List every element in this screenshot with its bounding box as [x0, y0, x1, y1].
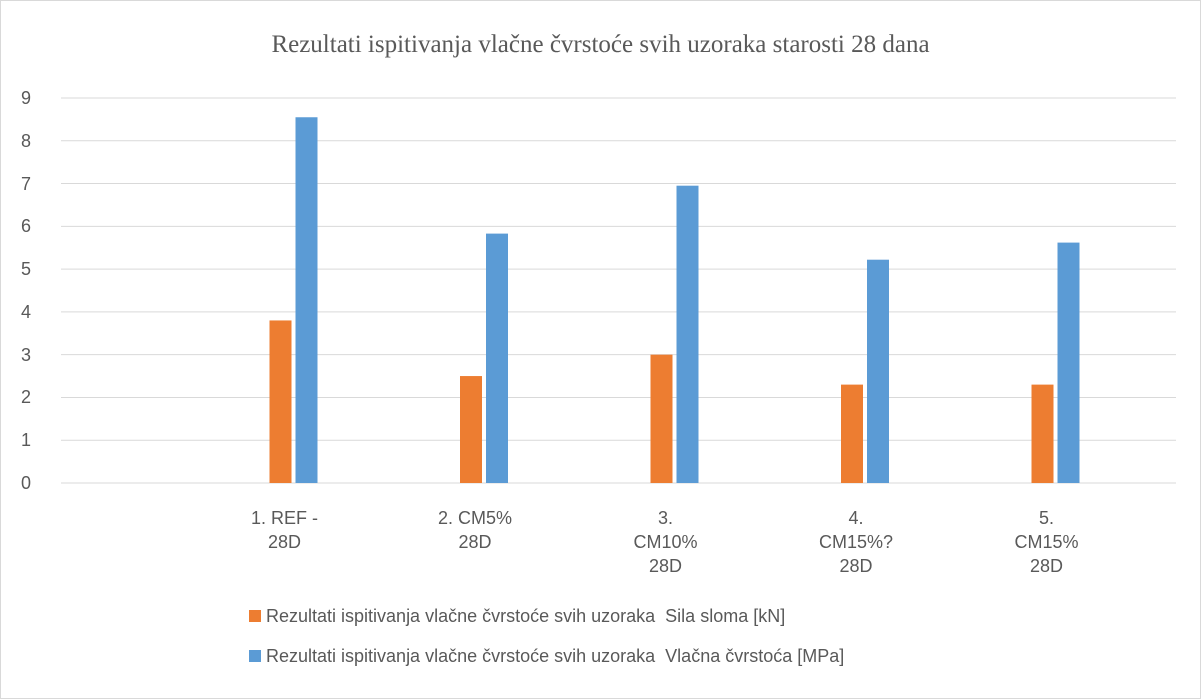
bar	[1031, 384, 1054, 483]
y-tick-label: 4	[21, 301, 32, 322]
legend-swatch	[249, 610, 261, 622]
x-tick-label: 1. REF - 28D	[250, 508, 318, 552]
y-tick-label: 8	[21, 130, 32, 151]
y-tick-label: 5	[21, 259, 32, 280]
y-tick-label: 1	[21, 430, 32, 451]
bar	[1057, 242, 1080, 483]
bar	[867, 259, 889, 483]
bar	[460, 376, 482, 483]
x-tick-label: 4. CM15%? 28D	[818, 508, 894, 576]
y-tick-label: 9	[21, 88, 32, 108]
bar	[269, 320, 292, 483]
bar	[650, 354, 673, 483]
y-tick-label: 3	[21, 344, 32, 365]
x-tick-label: 5. CM15% 28D	[1014, 508, 1079, 576]
legend-label: Rezultati ispitivanja vlačne čvrstoće sv…	[266, 606, 786, 626]
legend-swatch	[249, 650, 261, 662]
bar	[676, 185, 699, 483]
y-tick-label: 7	[21, 173, 32, 194]
bar	[841, 384, 863, 483]
y-tick-label: 2	[21, 387, 32, 408]
x-tick-label: 2. CM5% 28D	[437, 508, 513, 552]
y-tick-label: 6	[21, 216, 32, 237]
x-tick-label: 3. CM10% 28D	[633, 508, 698, 576]
y-tick-label: 0	[21, 473, 32, 493]
bar	[486, 233, 508, 483]
chart-title: Rezultati ispitivanja vlačne čvrstoće sv…	[271, 31, 930, 58]
legend-label: Rezultati ispitivanja vlačne čvrstoće sv…	[266, 646, 845, 666]
bar	[295, 117, 318, 483]
